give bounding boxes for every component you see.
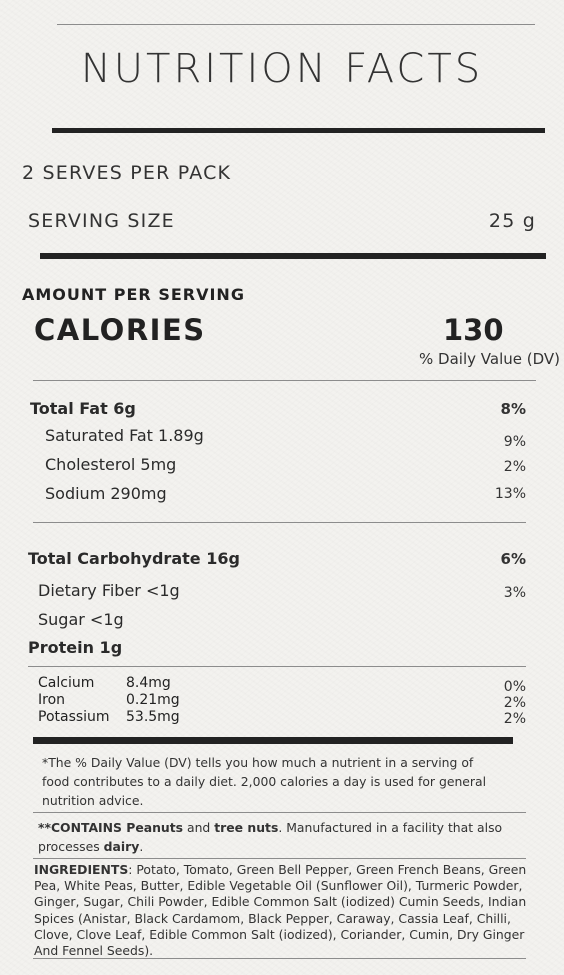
ingredients-statement: INGREDIENTS: Potato, Tomato, Green Bell … (34, 862, 528, 959)
amount-per-serving: AMOUNT PER SERVING (22, 285, 245, 304)
calcium-label: Calcium (38, 675, 95, 691)
total-carb-dv: 6% (500, 550, 526, 568)
saturated-fat-label: Saturated Fat 1.89g (45, 426, 204, 445)
dietary-fiber-dv: 3% (503, 585, 526, 601)
potassium-amount: 53.5mg (126, 709, 180, 725)
saturated-fat-dv: 9% (503, 434, 526, 450)
allergen-contains: **CONTAINS Peanuts (38, 820, 184, 835)
iron-label: Iron (38, 692, 66, 708)
total-carb-label: Total Carbohydrate 16g (28, 549, 240, 568)
title-rule (52, 128, 545, 133)
allergen-end: . (139, 839, 144, 854)
total-fat-dv: 8% (500, 400, 526, 418)
serves-per-pack: 2 SERVES PER PACK (22, 162, 232, 184)
calcium-dv: 0% (503, 679, 526, 695)
calories-value: 130 (443, 313, 504, 347)
sodium-dv: 13% (494, 486, 526, 502)
minerals-rule (33, 737, 513, 744)
total-fat-label: Total Fat 6g (30, 399, 136, 418)
serving-rule (40, 253, 546, 259)
potassium-dv: 2% (503, 711, 526, 727)
dietary-fiber-label: Dietary Fiber <1g (38, 581, 180, 600)
allergen-divider (33, 858, 526, 859)
calories-label: CALORIES (34, 313, 206, 347)
allergen-and: and (183, 820, 215, 835)
sugar-label: Sugar <1g (38, 610, 124, 629)
bottom-divider (33, 958, 526, 959)
serving-size-value: 25 g (488, 210, 536, 232)
calories-divider (33, 380, 536, 381)
cholesterol-label: Cholesterol 5mg (45, 455, 177, 474)
allergen-tree-nuts: tree nuts (214, 820, 279, 835)
protein-label: Protein 1g (28, 638, 123, 657)
fat-divider (33, 522, 526, 523)
allergen-facility: . Manufactured in a facility that also p… (38, 820, 503, 854)
cholesterol-dv: 2% (503, 459, 526, 475)
calcium-amount: 8.4mg (126, 675, 171, 691)
allergen-dairy: dairy (103, 839, 140, 854)
iron-amount: 0.21mg (126, 692, 180, 708)
protein-divider (28, 666, 526, 667)
label-title: NUTRITION FACTS (80, 46, 484, 92)
iron-dv: 2% (503, 695, 526, 711)
serving-size-label: SERVING SIZE (28, 210, 175, 232)
top-divider (57, 24, 535, 25)
ingredients-label: INGREDIENTS (34, 862, 129, 877)
potassium-label: Potassium (38, 709, 110, 725)
allergen-statement: **CONTAINS Peanuts and tree nuts. Manufa… (38, 818, 528, 856)
dv-footnote: *The % Daily Value (DV) tells you how mu… (42, 755, 487, 808)
sodium-label: Sodium 290mg (45, 484, 167, 503)
footnote-divider (33, 812, 526, 813)
ingredients-text: : Potato, Tomato, Green Bell Pepper, Gre… (34, 862, 527, 959)
dv-header: % Daily Value (DV) (419, 350, 560, 368)
